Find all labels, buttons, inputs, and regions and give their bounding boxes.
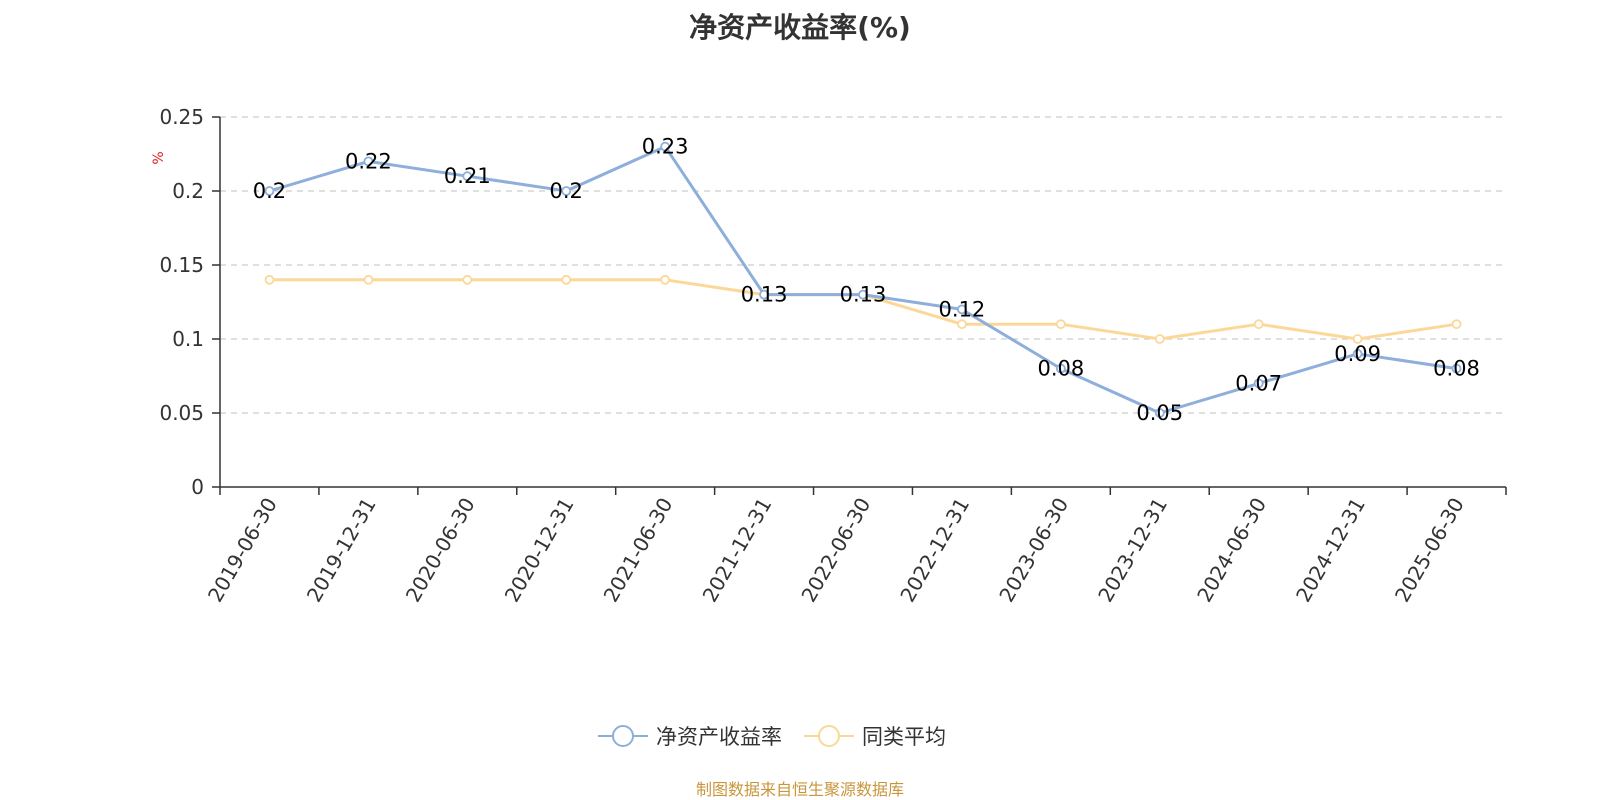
series-1-point[interactable] [561,274,572,285]
data-label: 0.09 [1334,342,1381,366]
x-tick-label: 2023-12-31 [1093,494,1172,607]
series-0-point[interactable] [1154,408,1165,418]
series-1-point[interactable] [660,274,671,285]
x-tick-label: 2021-12-31 [698,494,777,607]
data-label: 0.2 [253,179,286,203]
series-0-point[interactable] [1451,363,1462,374]
y-tick-label: 0.15 [159,253,204,277]
y-tick-label: 0.1 [172,327,204,351]
x-tick-label: 2024-06-30 [1192,494,1271,607]
series-0-point[interactable] [561,186,572,196]
legend-item-roe[interactable]: 净资产收益率 [598,721,782,751]
x-tick-label: 2020-06-30 [401,494,480,607]
data-label: 0.23 [642,135,689,159]
data-label: 0.08 [1433,357,1480,381]
y-tick-label: 0.2 [172,179,204,203]
legend-peer-average-icon [804,725,854,747]
data-label: 0.22 [345,149,392,173]
series-1-point[interactable] [1352,334,1363,344]
gridlines [220,116,1506,414]
series-0-point[interactable] [1352,348,1363,359]
x-tick-label: 2020-12-31 [500,494,579,607]
legend-peer-average-label: 同类平均 [862,725,946,749]
series-lines [264,141,1462,418]
series-1-point[interactable] [1451,319,1462,330]
x-tick-label: 2024-12-31 [1291,494,1370,607]
series-1-point[interactable] [957,319,967,330]
data-label: 0.13 [741,283,788,307]
series-1-point[interactable] [1154,334,1165,344]
y-tick-label: 0.05 [159,401,204,425]
data-label: 0.21 [444,164,491,188]
x-tick-label: 2019-12-31 [302,494,381,607]
series-0-point[interactable] [363,156,374,167]
series-1-point[interactable] [1055,319,1066,330]
series-0-point[interactable] [1253,378,1264,389]
series-0-point[interactable] [462,171,473,182]
legend: 净资产收益率 同类平均 [598,722,946,750]
legend-item-peer-average[interactable]: 同类平均 [804,721,946,751]
source-note: 制图数据来自恒生聚源数据库 [695,780,904,799]
y-tick-label: 0 [191,475,204,499]
x-tick-label: 2023-06-30 [994,494,1073,607]
x-tick-label: 2019-06-30 [203,494,282,607]
data-labels: 0.2 0.22 0.21 0.2 0.23 0.13 0.13 0.12 0.08 0.05 0.… [253,135,1480,425]
data-label: 0.13 [840,283,887,307]
data-label: 0.05 [1136,401,1183,425]
series-0-point[interactable] [957,304,967,315]
x-tick-label: 2022-06-30 [796,494,875,607]
axes: 0 0.05 0.1 0.15 0.2 0.25 2019-06-30 2019-12-31 2… [159,105,1507,607]
x-tick-label: 2025-06-30 [1390,494,1469,607]
y-tick-label: 0.25 [159,105,204,129]
x-tick-label: 2021-06-30 [599,494,678,607]
series-1-point[interactable] [264,274,275,285]
data-label: 0.12 [939,297,986,321]
series-1-point[interactable] [363,274,374,285]
series-0-point[interactable] [759,289,769,300]
series-1-point[interactable] [1253,319,1264,330]
series-0-point[interactable] [660,141,671,152]
series-0-point[interactable] [264,186,275,196]
data-label: 0.2 [550,179,583,203]
data-label: 0.08 [1037,357,1084,381]
series-0-point[interactable] [858,289,868,300]
data-label: 0.07 [1235,371,1282,395]
legend-roe-icon [598,725,648,747]
legend-roe-label: 净资产收益率 [656,725,782,749]
series-0-point[interactable] [1055,363,1066,374]
x-tick-label: 2022-12-31 [895,494,974,607]
series-1-point[interactable] [462,274,473,285]
y-axis-unit-label: % [151,151,167,164]
chart-title: 净资产收益率(%) [689,11,911,44]
